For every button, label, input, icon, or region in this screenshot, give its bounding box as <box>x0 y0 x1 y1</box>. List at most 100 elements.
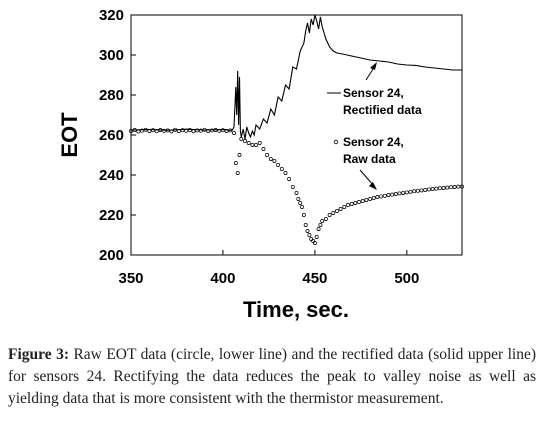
raw-data-point <box>129 129 133 133</box>
raw-data-point <box>316 227 321 231</box>
raw-data-point <box>441 186 446 190</box>
raw-data-point <box>283 171 288 175</box>
raw-data-point <box>305 229 310 233</box>
raw-data-point <box>412 189 417 194</box>
raw-data-point <box>449 185 453 190</box>
raw-data-point <box>335 209 339 213</box>
raw-data-point <box>386 193 391 197</box>
raw-data-point <box>323 217 328 221</box>
y-tick-label: 200 <box>99 247 124 264</box>
legend-raw-swatch <box>333 139 339 145</box>
raw-data-point <box>243 139 247 143</box>
raw-data-point <box>298 201 303 205</box>
raw-data-point <box>237 153 242 157</box>
raw-data-point <box>198 128 203 133</box>
raw-data-point <box>307 233 312 237</box>
raw-data-point <box>346 203 350 207</box>
raw-data-point <box>404 190 409 195</box>
raw-data-point <box>375 195 380 199</box>
y-axis-ticks: 200 220 240 260 280 300 320 <box>99 7 136 264</box>
raw-data-point <box>318 223 323 227</box>
raw-data-point <box>265 153 270 157</box>
y-tick-label: 220 <box>99 207 124 224</box>
raw-data-point <box>232 131 236 135</box>
x-tick-label: 400 <box>210 270 235 287</box>
x-tick-label: 500 <box>394 270 419 287</box>
raw-data-point <box>419 188 424 193</box>
raw-data-point <box>187 128 192 132</box>
x-axis-title: Time, sec. <box>243 297 349 322</box>
raw-data-point <box>303 223 308 227</box>
raw-data-point <box>296 197 301 201</box>
raw-data-point <box>268 157 273 161</box>
caption-label: Figure 3: <box>8 346 69 363</box>
raw-data-point <box>368 197 373 201</box>
raw-data-point <box>257 141 262 145</box>
raw-data-point <box>390 192 395 197</box>
raw-data-point <box>408 189 413 194</box>
raw-data-point <box>233 161 238 165</box>
y-tick-label: 280 <box>99 87 124 104</box>
raw-data-point <box>353 201 358 205</box>
raw-data-point <box>312 241 317 245</box>
raw-data-point <box>371 196 376 200</box>
raw-data-point <box>327 213 332 217</box>
raw-data-point <box>276 163 281 167</box>
raw-data-point <box>397 191 402 196</box>
plot-area <box>130 14 463 256</box>
raw-data-point <box>279 167 284 171</box>
x-axis-ticks: 350 400 450 500 <box>118 250 419 287</box>
raw-data-point <box>456 184 461 189</box>
raw-data-point <box>314 235 319 239</box>
raw-data-point <box>239 137 244 141</box>
raw-data-point <box>195 128 200 133</box>
raw-data-point <box>437 186 442 191</box>
y-tick-label: 300 <box>99 47 124 64</box>
y-tick-label: 320 <box>99 7 124 24</box>
raw-data-point <box>445 185 450 190</box>
annotation-rectified-line1: Sensor 24, <box>343 86 404 100</box>
raw-data-point <box>342 205 347 209</box>
raw-data-point <box>290 185 295 189</box>
raw-data-point <box>360 199 365 203</box>
raw-data-point <box>180 128 185 133</box>
y-tick-label: 260 <box>99 127 124 144</box>
raw-data-point <box>151 128 156 133</box>
raw-data-point <box>430 187 435 191</box>
raw-data-point <box>261 147 266 151</box>
x-tick-label: 450 <box>302 270 327 287</box>
raw-data-point <box>300 205 304 209</box>
raw-data-point <box>460 184 464 189</box>
raw-data-point <box>287 177 292 181</box>
raw-data-point <box>379 194 384 199</box>
arrow-raw <box>359 169 375 187</box>
arrow-rectified-head <box>370 62 377 70</box>
raw-data-point <box>162 128 167 133</box>
raw-data-series <box>129 127 464 245</box>
raw-data-point <box>401 191 406 195</box>
caption-text: Raw EOT data (circle, lower line) and th… <box>8 346 536 407</box>
annotation-rectified-line2: Rectified data <box>343 103 422 117</box>
raw-data-point <box>423 188 428 192</box>
raw-data-point <box>272 159 277 163</box>
raw-data-point <box>426 187 431 192</box>
raw-data-point <box>357 200 361 204</box>
eot-chart: 200 220 240 260 280 300 320 350 400 450 500 EOT T… <box>57 7 464 322</box>
raw-data-point <box>320 219 325 223</box>
raw-data-point <box>434 186 439 191</box>
x-tick-label: 350 <box>118 270 143 287</box>
raw-data-point <box>235 171 240 175</box>
raw-data-point <box>415 188 420 193</box>
y-tick-label: 240 <box>99 167 124 184</box>
raw-data-point <box>294 191 299 195</box>
raw-data-point <box>331 211 336 215</box>
figure-caption: Figure 3: Raw EOT data (circle, lower li… <box>8 344 536 410</box>
raw-data-point <box>246 141 251 145</box>
raw-data-point <box>349 202 354 206</box>
raw-data-point <box>382 193 387 198</box>
rectified-data-line <box>130 14 462 140</box>
arrow-raw-head <box>369 182 377 190</box>
annotation-raw-line2: Raw data <box>343 152 396 166</box>
raw-data-point <box>393 192 398 196</box>
annotation-raw-line1: Sensor 24, <box>343 135 404 149</box>
